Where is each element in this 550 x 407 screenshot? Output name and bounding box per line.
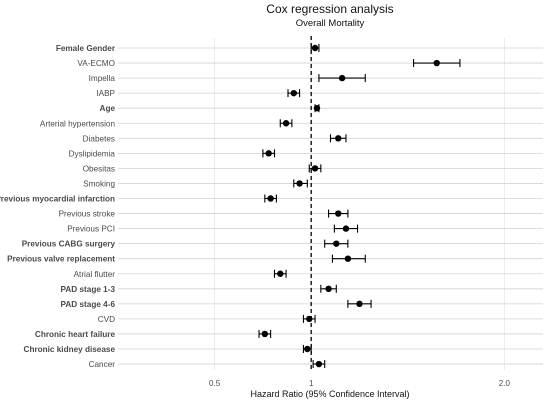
hr-point-15 (277, 270, 284, 277)
row-label-1: VA-ECMO (77, 59, 115, 68)
hr-point-10 (267, 195, 274, 202)
hr-point-19 (261, 330, 269, 338)
estimate-15 (273, 269, 287, 278)
x-axis-label: Hazard Ratio (95% Confidence Interval) (250, 389, 409, 399)
vertical-gridlines (214, 38, 505, 370)
row-label-5: Arterial hypertension (40, 119, 116, 128)
estimate-marks (258, 44, 461, 369)
estimate-12 (333, 224, 359, 233)
estimate-21 (312, 360, 326, 369)
row-label-2: Impella (89, 74, 116, 83)
estimate-0 (310, 44, 320, 52)
estimate-20 (302, 345, 312, 353)
estimate-16 (320, 284, 337, 293)
y-axis-labels: Female Gender VA-ECMO Impella IABP Age Arteri… (0, 44, 116, 369)
hr-point-0 (311, 44, 319, 52)
estimate-2 (318, 74, 366, 83)
hr-point-12 (342, 225, 350, 232)
row-label-4: Age (100, 104, 116, 113)
x-tick-label-2: 2.0 (499, 379, 511, 388)
hr-point-21 (315, 360, 323, 368)
estimate-11 (328, 209, 349, 218)
estimate-13 (324, 239, 349, 248)
estimate-19 (258, 329, 272, 338)
estimate-17 (347, 299, 372, 308)
hr-point-4 (313, 105, 321, 112)
row-label-3: IABP (96, 89, 115, 98)
row-label-15: Atrial flutter (74, 270, 116, 279)
estimate-9 (293, 179, 308, 188)
hr-point-11 (335, 210, 342, 217)
chart-title: Cox regression analysis (266, 2, 393, 16)
hr-point-17 (356, 300, 363, 308)
estimate-3 (287, 89, 301, 98)
row-label-9: Smoking (83, 179, 115, 188)
hr-point-18 (306, 315, 313, 323)
hr-point-13 (333, 240, 340, 247)
hr-point-7 (265, 150, 272, 157)
row-label-19: Chronic heart failure (35, 330, 116, 339)
estimate-18 (302, 314, 316, 323)
hr-point-2 (338, 74, 346, 82)
row-label-21: Cancer (89, 360, 116, 369)
hr-point-9 (296, 180, 303, 187)
row-label-8: Obesitas (83, 164, 115, 173)
estimate-7 (262, 149, 276, 158)
row-label-18: CVD (98, 315, 115, 324)
row-label-20: Chronic kidney disease (24, 345, 116, 354)
x-tick-label-1: 1 (309, 379, 314, 388)
row-label-10: Previous myocardial infarction (0, 195, 115, 204)
hr-point-5 (282, 120, 290, 127)
estimate-4 (313, 104, 321, 113)
estimate-10 (264, 194, 277, 203)
horizontal-gridlines (118, 47, 543, 365)
row-label-7: Dyslipidemia (69, 149, 116, 158)
hr-point-16 (325, 285, 332, 292)
row-label-11: Previous stroke (59, 210, 116, 219)
hr-point-3 (290, 89, 297, 97)
row-label-0: Female Gender (56, 44, 116, 53)
estimate-8 (308, 164, 322, 173)
hr-point-14 (344, 255, 352, 262)
estimate-5 (279, 119, 293, 128)
x-tick-label-0: 0.5 (209, 379, 221, 388)
hr-point-1 (433, 59, 440, 67)
estimate-1 (413, 59, 461, 68)
hr-point-20 (304, 345, 311, 353)
chart-subtitle: Overall Mortality (296, 18, 365, 29)
row-label-12: Previous PCI (67, 225, 115, 234)
hr-point-6 (335, 135, 342, 142)
row-label-14: Previous valve replacement (7, 255, 115, 264)
row-label-13: Previous CABG surgery (22, 240, 116, 249)
estimate-14 (331, 254, 366, 263)
hr-point-8 (311, 165, 319, 172)
row-label-6: Diabetes (83, 134, 115, 143)
row-label-17: PAD stage 4-6 (61, 300, 116, 309)
estimate-6 (329, 134, 347, 143)
row-label-16: PAD stage 1-3 (61, 285, 116, 294)
x-axis-ticks: 0.5 1 2.0 (209, 379, 510, 388)
